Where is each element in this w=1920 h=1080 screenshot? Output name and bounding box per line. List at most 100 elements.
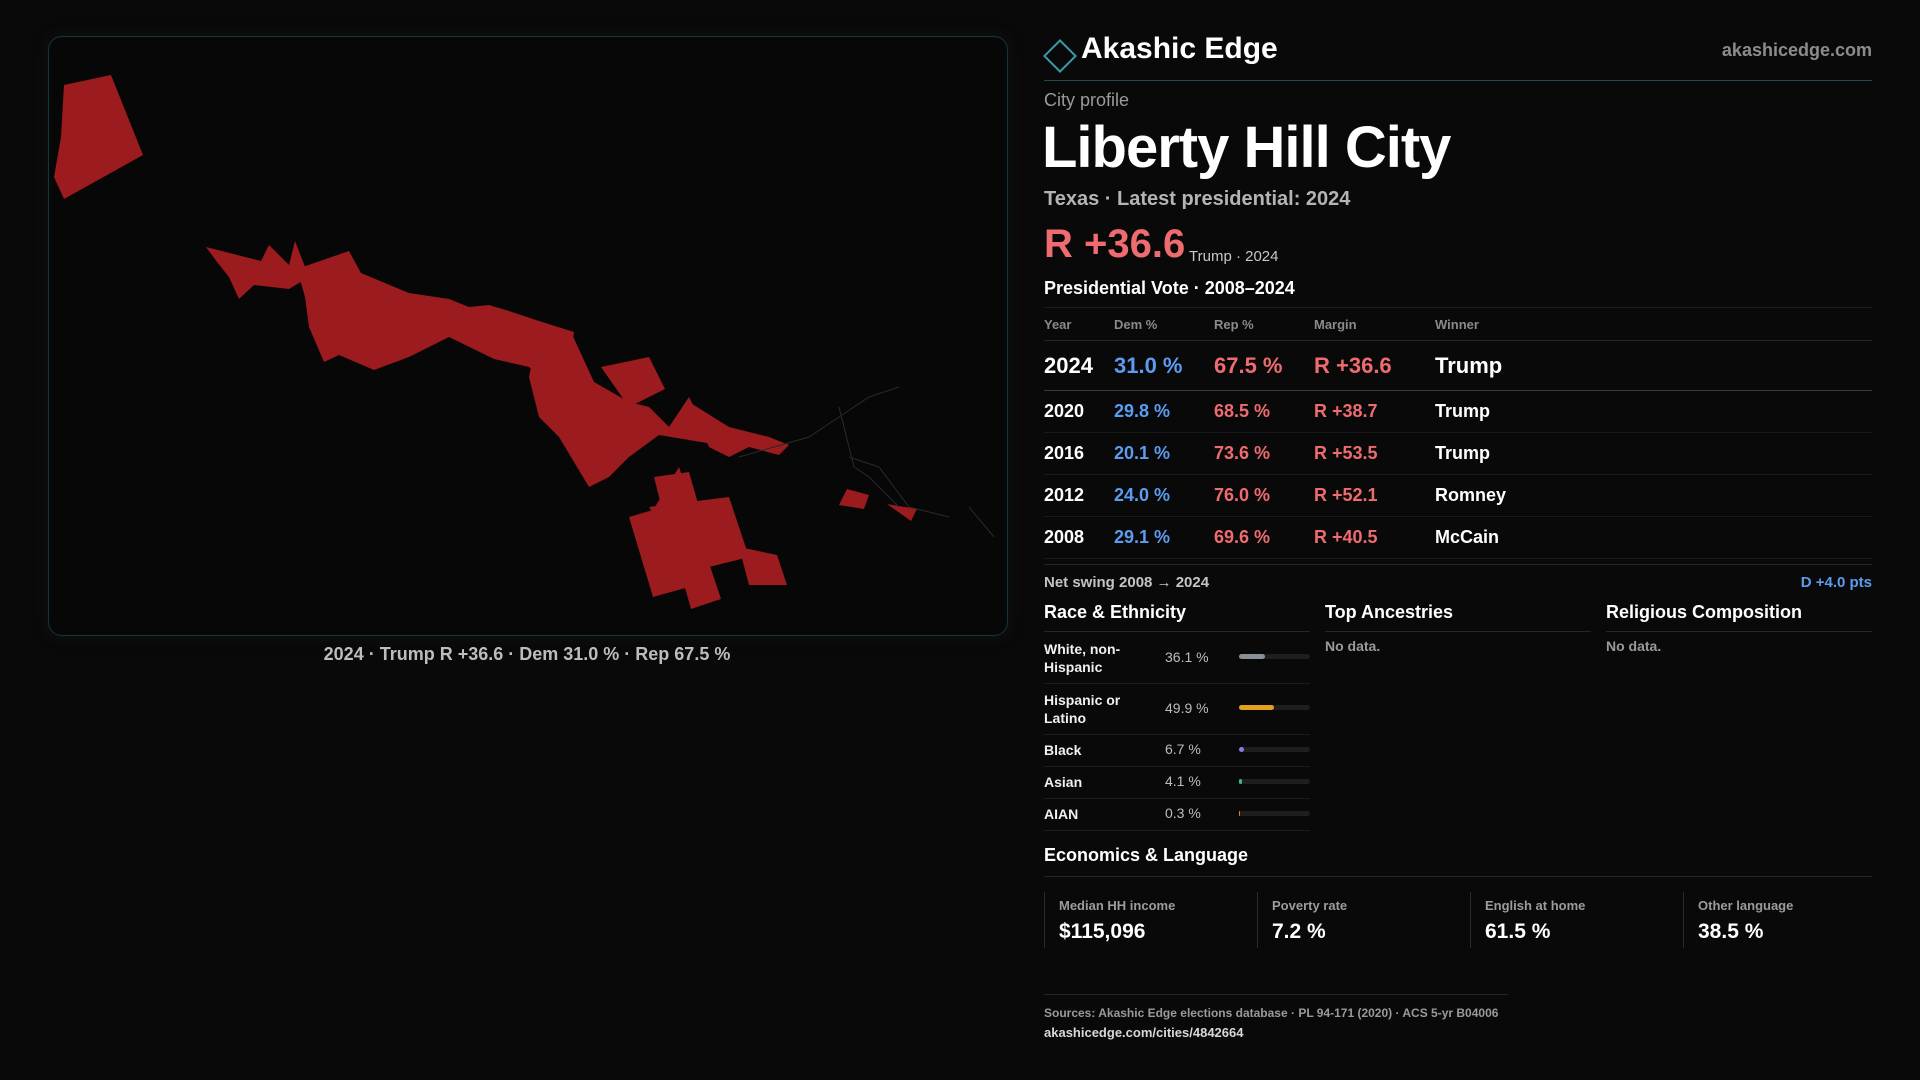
col-year: Year [1044,307,1114,341]
city-boundary-shape [297,251,574,385]
row-year: 2016 [1044,432,1114,475]
page-subtitle: Texas · Latest presidential: 2024 [1044,188,1351,210]
table-row: 2020 29.8 % 68.5 % R +38.7 Trump [1044,390,1872,433]
row-rep: 73.6 % [1214,432,1314,475]
row-winner: Trump [1435,340,1872,391]
row-rep: 69.6 % [1214,516,1314,559]
row-dem: 24.0 % [1114,474,1214,517]
row-rep: 76.0 % [1214,474,1314,517]
row-winner: Trump [1435,390,1872,433]
religion-empty: No data. [1606,638,1662,654]
row-dem: 29.1 % [1114,516,1214,559]
economics-section-title: Economics & Language [1044,845,1872,877]
race-value: 36.1 % [1165,649,1209,665]
stat-label: English at home [1485,898,1586,913]
headline-margin: R +36.6 [1044,222,1186,266]
row-year: 2024 [1044,340,1114,391]
city-map[interactable] [48,36,1008,636]
race-label: Black [1044,742,1082,758]
religion-section-title: Religious Composition [1606,602,1872,632]
headline-margin-note: Trump · 2024 [1189,248,1279,265]
race-bar-fill [1239,654,1265,659]
neighbor-outline [738,386,900,458]
brand-url-link[interactable]: akashicedge.com [1721,40,1872,60]
col-margin: Margin [1314,307,1435,341]
row-year: 2020 [1044,390,1114,433]
row-rep: 67.5 % [1214,340,1314,391]
city-boundary-shape [206,241,309,299]
row-dem: 31.0 % [1114,340,1214,391]
stat-value: $115,096 [1059,920,1146,943]
race-bar [1239,811,1310,816]
row-margin: R +36.6 [1314,340,1435,391]
stat-card: Other language 38.5 % [1683,892,1896,948]
row-winner: McCain [1435,516,1872,559]
race-bar-fill [1239,811,1241,816]
brand-name: Akashic Edge [1081,32,1278,65]
city-boundary-shape [689,402,789,457]
city-boundary-shape [887,504,917,521]
row-dem: 29.8 % [1114,390,1214,433]
race-row: AIAN 0.3 % [1044,799,1310,831]
row-margin: R +38.7 [1314,390,1435,433]
stat-label: Poverty rate [1272,898,1348,913]
race-row: White, non-Hispanic 36.1 % [1044,633,1310,684]
ancestries-section-title: Top Ancestries [1325,602,1591,632]
table-row: 2024 31.0 % 67.5 % R +36.6 Trump [1044,340,1872,391]
net-swing-value: D +4.0 pts [1800,574,1872,591]
stat-label: Other language [1698,898,1794,913]
neighbor-outline [848,456,950,518]
row-margin: R +52.1 [1314,474,1435,517]
race-label: Hispanic or Latino [1044,692,1121,726]
neighbor-outline [968,506,995,538]
race-row: Black 6.7 % [1044,735,1310,767]
table-row: 2016 20.1 % 73.6 % R +53.5 Trump [1044,432,1872,475]
city-boundary-shape [739,547,787,585]
race-value: 6.7 % [1165,741,1201,757]
race-label: White, non-Hispanic [1044,641,1121,675]
city-boundary-shape [665,515,721,609]
row-year: 2008 [1044,516,1114,559]
stat-card: Median HH income $115,096 [1044,892,1257,948]
race-bar [1239,779,1310,784]
row-dem: 20.1 % [1114,432,1214,475]
city-boundary-shape [839,489,869,509]
sources-text: Sources: Akashic Edge elections database… [1044,1006,1499,1020]
race-section-title: Race & Ethnicity [1044,602,1310,632]
stat-card: Poverty rate 7.2 % [1257,892,1470,948]
row-year: 2012 [1044,474,1114,517]
source-link[interactable]: akashicedge.com/cities/4842664 [1044,1025,1244,1040]
row-winner: Trump [1435,432,1872,475]
neighbor-outline [838,406,900,508]
col-winner: Winner [1435,307,1872,341]
city-boundary-shapes [54,75,917,609]
race-label: AIAN [1044,806,1079,822]
stat-value: 38.5 % [1698,920,1764,943]
sources-divider [1044,994,1508,995]
vote-section-title: Presidential Vote · 2008–2024 [1044,278,1295,298]
race-value: 0.3 % [1165,805,1201,821]
race-bar-fill [1239,747,1244,752]
race-row: Hispanic or Latino 49.9 % [1044,684,1310,735]
city-boundary-shape [529,327,719,487]
city-boundary-shape [629,507,689,597]
row-rep: 68.5 % [1214,390,1314,433]
stat-value: 61.5 % [1485,920,1551,943]
col-rep: Rep % [1214,307,1314,341]
vote-table: Year Dem % Rep % Margin Winner 2024 31.0… [1044,307,1872,559]
city-boundary-shape [614,377,637,395]
col-dem: Dem % [1114,307,1214,341]
race-bar-fill [1239,779,1242,784]
diamond-logo-icon [1043,39,1077,73]
stat-value: 7.2 % [1272,920,1326,943]
city-boundary-map [54,75,995,609]
vote-table-header: Year Dem % Rep % Margin Winner [1044,307,1872,341]
page-title: Liberty Hill City [1042,115,1451,180]
table-row: 2008 29.1 % 69.6 % R +40.5 McCain [1044,516,1872,559]
row-margin: R +53.5 [1314,432,1435,475]
map-caption: 2024 · Trump R +36.6 · Dem 31.0 % · Rep … [323,644,731,664]
net-swing-label: Net swing 2008 → 2024 [1044,574,1210,591]
race-value: 49.9 % [1165,700,1209,716]
race-bar-fill [1239,705,1275,710]
race-label: Asian [1044,774,1083,790]
